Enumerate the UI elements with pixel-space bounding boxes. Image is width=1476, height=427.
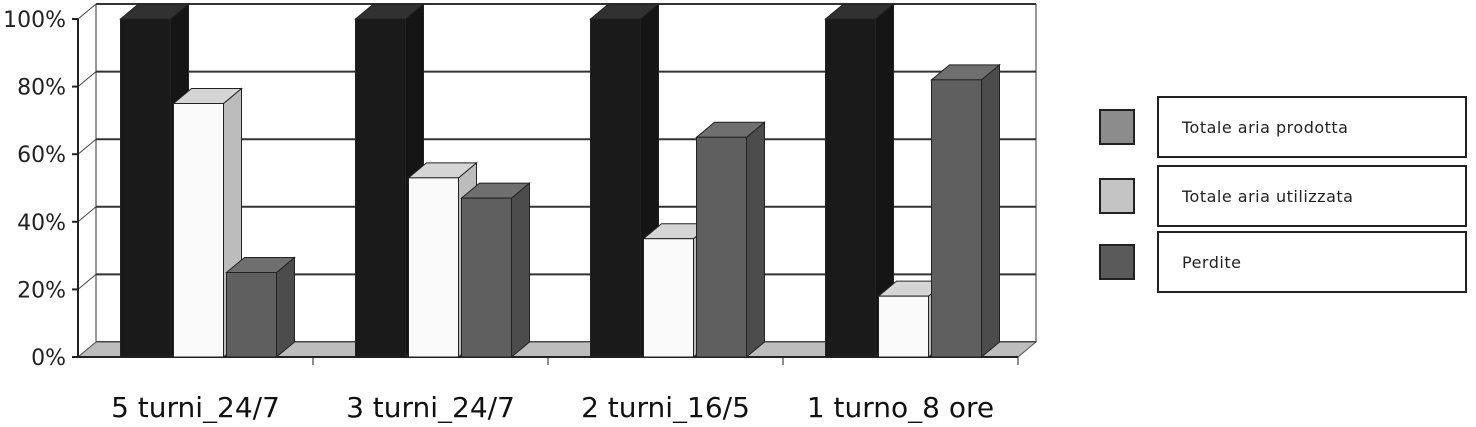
legend-label: Totale aria utilizzata <box>1181 187 1353 206</box>
legend-label: Perdite <box>1182 253 1241 272</box>
y-tick-label: 40% <box>17 211 66 236</box>
y-tick-label: 60% <box>17 143 66 168</box>
bar <box>461 197 512 358</box>
y-tick-label: 80% <box>17 76 66 101</box>
gridline-diagonal <box>77 71 97 87</box>
y-tick-label: 20% <box>17 278 66 303</box>
x-tick-label: 2 turni_16/5 <box>581 391 750 423</box>
bar <box>696 136 747 358</box>
x-tick-label: 5 turni_24/7 <box>111 391 280 423</box>
x-tick-label: 1 turno_8 ore <box>807 391 994 423</box>
bar-side <box>746 121 765 359</box>
bar <box>120 18 171 358</box>
gridline-diagonal <box>77 206 97 223</box>
bar <box>173 103 224 358</box>
bar <box>408 177 459 358</box>
bar-side <box>276 256 295 359</box>
bar <box>878 295 929 358</box>
bar <box>355 18 406 358</box>
legend-box <box>1157 96 1467 158</box>
bar <box>931 79 982 358</box>
y-tick-label: 0% <box>31 346 66 371</box>
legend-swatch <box>1099 109 1135 145</box>
legend-swatch <box>1099 244 1135 280</box>
bar-side <box>511 182 530 359</box>
x-tick-label: 3 turni_24/7 <box>346 391 515 423</box>
bar-side <box>981 63 1000 359</box>
y-tick-label: 100% <box>3 8 66 33</box>
gridline-diagonal <box>77 274 97 290</box>
bar <box>226 272 277 358</box>
legend-box <box>1157 165 1467 227</box>
gridline-diagonal <box>77 3 97 20</box>
legend-label: Totale aria prodotta <box>1181 118 1348 137</box>
bar <box>643 238 694 358</box>
bar <box>825 18 876 358</box>
bar <box>590 18 641 358</box>
legend-swatch <box>1099 178 1135 214</box>
gridline-diagonal <box>77 138 97 155</box>
legend-box <box>1157 231 1467 293</box>
